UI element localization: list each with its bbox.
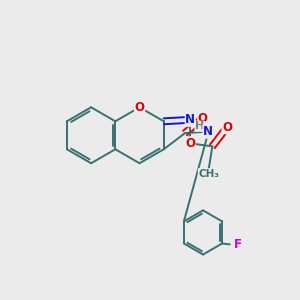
- Text: O: O: [222, 121, 232, 134]
- Text: O: O: [198, 112, 208, 125]
- Text: N: N: [203, 125, 213, 138]
- Text: O: O: [185, 137, 195, 150]
- Text: O: O: [135, 101, 145, 114]
- Text: F: F: [233, 238, 242, 251]
- Text: CH₃: CH₃: [198, 169, 219, 179]
- Text: N: N: [185, 113, 195, 126]
- Text: H: H: [195, 121, 204, 131]
